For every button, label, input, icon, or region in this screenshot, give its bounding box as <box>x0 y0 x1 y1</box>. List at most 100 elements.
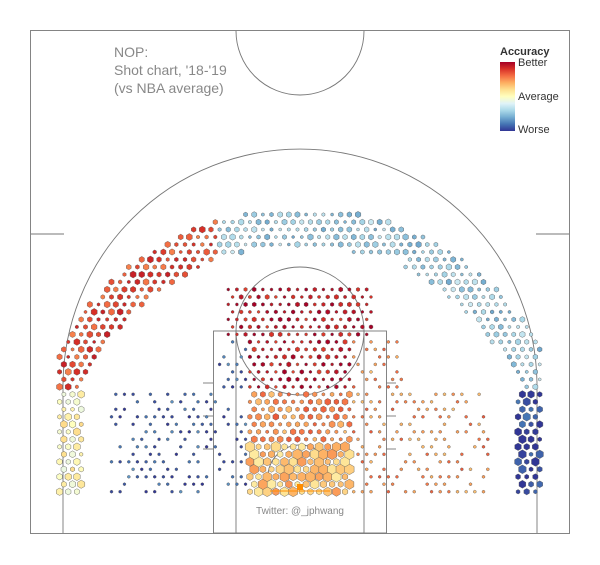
hexbin-right-midrange <box>360 370 364 374</box>
hexbin-right-midrange <box>412 399 416 404</box>
hexbin-left-wing-three <box>91 354 97 360</box>
hexbin-right-midrange <box>421 429 425 434</box>
hexbin-left-midrange <box>204 474 209 479</box>
hexbin-top-key-three <box>399 242 404 247</box>
hexbin-top-key-three <box>260 241 266 248</box>
hexbin-right-wing-three <box>407 257 412 262</box>
legend-title: Accuracy <box>500 46 550 58</box>
hexbin-left-midrange <box>114 392 118 397</box>
hexbin-elbows-free-throw <box>356 317 360 322</box>
hexbin-left-midrange <box>144 444 148 449</box>
hexbin-left-corner-three <box>56 487 63 496</box>
hexbin-left-wing-three <box>56 353 63 361</box>
hexbin-right-midrange <box>412 414 416 419</box>
hexbin-layer <box>56 211 544 498</box>
hexbin-left-midrange <box>183 437 187 442</box>
hexbin-left-midrange <box>196 459 200 464</box>
hexbin-left-midrange <box>166 392 170 397</box>
hexbin-top-key-three <box>382 242 386 247</box>
hexbin-left-wing-three <box>178 264 184 270</box>
hexbin-left-midrange <box>239 370 243 374</box>
hexbin-right-wing-three <box>515 354 521 360</box>
hexbin-upper-paint <box>341 398 349 406</box>
legend-average-label: Average <box>518 91 559 103</box>
hexbin-left-corner-three <box>60 435 68 444</box>
hexbin-elbows-free-throw <box>269 302 274 307</box>
hexbin-right-midrange <box>481 489 486 494</box>
hexbin-right-wing-three <box>511 331 516 338</box>
hexbin-right-wing-three <box>420 234 426 240</box>
hexbin-left-midrange <box>230 474 235 479</box>
hexbin-left-wing-three <box>113 286 119 293</box>
hexbin-left-corner-three <box>60 465 67 473</box>
hexbin-left-wing-three <box>61 346 67 353</box>
hexbin-top-key-three <box>261 212 265 217</box>
hexbin-right-corner-three <box>536 420 544 429</box>
hexbin-right-midrange <box>468 467 473 472</box>
hexbin-right-wing-three <box>442 257 447 262</box>
hexbin-right-midrange <box>356 437 360 442</box>
hexbin-right-midrange <box>369 414 373 419</box>
hexbin-right-midrange <box>356 362 360 367</box>
hexbin-right-wing-three <box>437 264 443 270</box>
hexbin-elbows-free-throw <box>269 317 274 322</box>
hexbin-left-midrange <box>192 392 196 397</box>
hexbin-right-midrange <box>373 377 377 382</box>
hexbin-upper-paint <box>268 436 275 443</box>
hexbin-elbows-free-throw <box>338 346 344 353</box>
hexbin-right-midrange <box>365 377 369 382</box>
hexbin-top-key-three <box>325 234 331 240</box>
hexbin-elbows-free-throw <box>304 317 308 322</box>
hexbin-elbows-free-throw <box>330 377 334 382</box>
hexbin-elbows-free-throw <box>325 339 330 345</box>
hexbin-left-wing-three <box>130 301 136 308</box>
hexbin-elbows-free-throw <box>364 287 369 292</box>
hexbin-right-midrange <box>365 392 369 397</box>
hexbin-top-key-three <box>300 235 304 239</box>
hexbin-restricted-area <box>342 473 348 481</box>
hexbin-left-wing-three <box>142 278 150 286</box>
hexbin-elbows-free-throw <box>248 309 252 314</box>
hexbin-left-wing-three <box>173 271 179 278</box>
hexbin-restricted-area <box>275 464 285 475</box>
hexbin-upper-paint <box>260 420 266 428</box>
hexbin-upper-paint <box>338 406 344 413</box>
hexbin-right-midrange <box>442 407 447 412</box>
hexbin-left-midrange <box>153 459 157 464</box>
hexbin-right-midrange <box>365 422 369 427</box>
hexbin-right-midrange <box>399 467 403 472</box>
hexbin-left-wing-three <box>165 257 170 262</box>
hexbin-right-corner-three <box>518 434 527 444</box>
hexbin-right-wing-three <box>402 248 409 256</box>
hexbin-left-wing-three <box>203 248 210 256</box>
hexbin-top-key-three <box>351 233 357 241</box>
hexbin-elbows-free-throw <box>338 362 343 367</box>
hexbin-restricted-area <box>342 488 348 496</box>
hexbin-upper-paint <box>277 435 284 443</box>
hexbin-right-midrange <box>434 392 438 397</box>
hexbin-upper-paint <box>303 406 309 413</box>
hexbin-elbows-free-throw <box>369 295 373 299</box>
hexbin-upper-paint <box>268 405 275 414</box>
hexbin-restricted-area <box>272 472 280 481</box>
hexbin-top-key-three <box>269 242 274 247</box>
hexbin-right-corner-three <box>519 390 526 399</box>
hexbin-elbows-free-throw <box>356 332 361 337</box>
hexbin-left-wing-three <box>69 331 76 338</box>
hexbin-left-midrange <box>239 414 243 419</box>
hexbin-elbows-free-throw <box>300 324 304 330</box>
hexbin-left-wing-three <box>169 264 175 270</box>
hexbin-left-wing-three <box>196 264 200 270</box>
hexbin-left-wing-three <box>95 346 102 353</box>
hexbin-left-wing-three <box>74 354 80 360</box>
hexbin-left-midrange <box>209 437 213 442</box>
hexbin-right-midrange <box>373 347 377 352</box>
hexbin-right-midrange <box>395 355 399 359</box>
hexbin-right-midrange <box>369 459 373 464</box>
hexbin-left-wing-three <box>86 330 94 339</box>
hexbin-right-midrange <box>412 459 416 464</box>
hexbin-elbows-free-throw <box>330 362 334 367</box>
hexbin-right-wing-three <box>412 264 417 270</box>
hexbin-left-wing-three <box>78 345 85 354</box>
hexbin-left-wing-three <box>70 377 75 382</box>
